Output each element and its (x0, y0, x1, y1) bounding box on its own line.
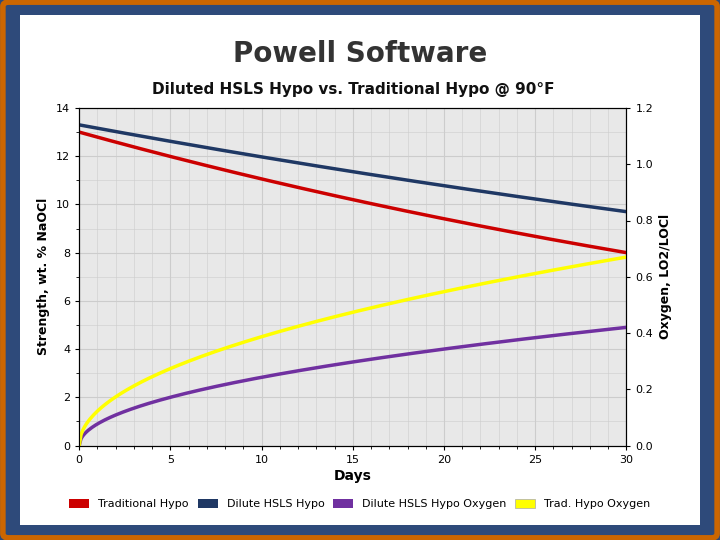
Text: Powell Software: Powell Software (233, 40, 487, 68)
Y-axis label: Strength, wt. % NaOCl: Strength, wt. % NaOCl (37, 198, 50, 355)
Legend: Traditional Hypo, Dilute HSLS Hypo, Dilute HSLS Hypo Oxygen, Trad. Hypo Oxygen: Traditional Hypo, Dilute HSLS Hypo, Dilu… (65, 495, 655, 514)
X-axis label: Days: Days (334, 469, 372, 483)
Title: Diluted HSLS Hypo vs. Traditional Hypo @ 90°F: Diluted HSLS Hypo vs. Traditional Hypo @… (151, 82, 554, 97)
Y-axis label: Oxygen, LO2/LOCl: Oxygen, LO2/LOCl (659, 214, 672, 339)
